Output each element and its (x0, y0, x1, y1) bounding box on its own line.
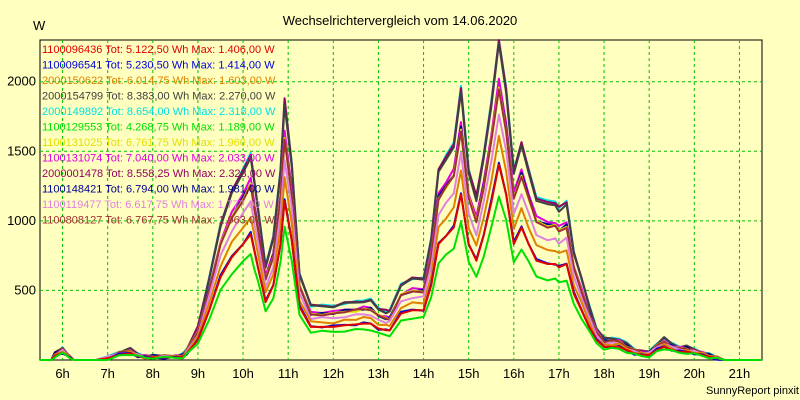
x-tick-label: 16h (503, 366, 525, 381)
legend-entry: 2000154799 Tot: 8.383,00 Wh Max: 2.270,0… (42, 91, 276, 103)
legend-entry: 1100148421 Tot: 6.794,00 Wh Max: 1.981,0… (42, 184, 275, 196)
series-line-1100129553 (40, 195, 762, 361)
x-tick-label: 12h (322, 366, 344, 381)
x-tick-label: 20h (683, 366, 705, 381)
legend-entry: 1100096436 Tot: 5.122,50 Wh Max: 1.406,0… (42, 44, 275, 56)
y-tick-label: 1500 (7, 143, 36, 158)
x-tick-label: 18h (593, 366, 615, 381)
series-lines (40, 39, 762, 361)
footer-text: SunnyReport pinxit (706, 385, 799, 397)
plot-area (39, 39, 763, 361)
legend-entry: 1100808127 Tot: 6.767,75 Wh Max: 1.963,0… (42, 215, 275, 227)
legend-entry: 2000150622 Tot: 6.014,75 Wh Max: 1.603,0… (42, 75, 276, 87)
x-tick-label: 6h (55, 366, 69, 381)
y-tick-label: 2000 (7, 74, 36, 89)
x-tick-label: 19h (638, 366, 660, 381)
legend-entry: 1100096541 Tot: 5.230,50 Wh Max: 1.414,0… (42, 60, 275, 72)
x-tick-label: 21h (729, 366, 751, 381)
x-tick-label: 10h (232, 366, 254, 381)
legend-entry: 1100119477 Tot: 6.617,75 Wh Max: 1.777,0… (42, 199, 274, 211)
y-tick-label: 1000 (7, 213, 36, 228)
x-tick-label: 9h (191, 366, 205, 381)
x-tick-label: 15h (458, 366, 480, 381)
legend-entry: 1100131025 Tot: 6.761,75 Wh Max: 1.960,0… (42, 137, 275, 149)
grid (40, 40, 762, 360)
y-tick-label: 500 (14, 282, 36, 297)
y-axis-label: W (33, 18, 46, 33)
x-tick-label: 7h (100, 366, 114, 381)
chart-title: Wechselrichtervergleich vom 14.06.2020 (283, 13, 518, 28)
legend-entry: 1100129553 Tot: 4.268,75 Wh Max: 1.189,0… (42, 122, 275, 134)
legend-entry: 1100131074 Tot: 7.040,00 Wh Max: 2.033,0… (42, 153, 275, 165)
legend-entry: 2000001478 Tot: 8.558,25 Wh Max: 2.323,0… (42, 168, 276, 180)
x-tick-label: 14h (413, 366, 435, 381)
x-tick-label: 13h (368, 366, 390, 381)
x-tick-label: 17h (548, 366, 570, 381)
x-tick-label: 8h (146, 366, 160, 381)
x-tick-label: 11h (278, 366, 299, 381)
legend: 1100096436 Tot: 5.122,50 Wh Max: 1.406,0… (42, 44, 276, 227)
axis-ticks: 6h 7h 8h 9h 10h 11h 12h 13h 14h 15h 16h 17h 18h 19h 20… (7, 74, 750, 381)
legend-entry: 2000149892 Tot: 8.654,00 Wh Max: 2.318,0… (42, 106, 276, 118)
